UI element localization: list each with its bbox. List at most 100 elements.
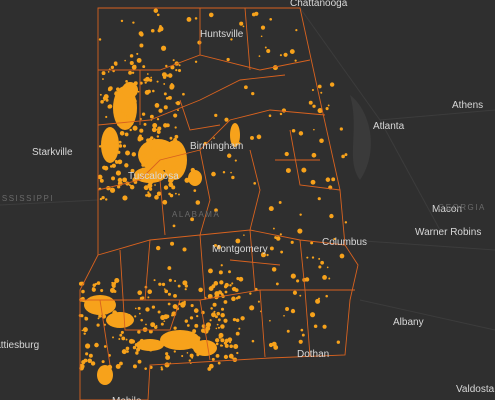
hotspot	[159, 152, 164, 157]
hotspot	[223, 284, 228, 289]
hotspot	[175, 69, 178, 72]
hotspot	[83, 358, 88, 363]
hotspot	[134, 173, 140, 180]
hotspot	[99, 93, 102, 96]
hotspot	[162, 145, 168, 151]
hotspot	[153, 279, 156, 282]
hotspot	[296, 279, 300, 283]
hotspot	[148, 347, 151, 351]
hotspot	[216, 323, 219, 326]
hotspot	[140, 318, 143, 322]
hotspot	[285, 168, 291, 174]
city-label: Hattiesburg	[0, 340, 39, 351]
hotspot	[163, 339, 168, 344]
hotspot	[151, 146, 156, 151]
hotspot	[117, 150, 121, 154]
hotspot	[322, 324, 327, 329]
hotspot	[97, 174, 103, 180]
hotspot	[165, 123, 170, 128]
hotspot	[131, 123, 134, 126]
hotspot	[98, 38, 102, 41]
hotspot	[174, 192, 177, 195]
hotspot	[290, 240, 294, 244]
hotspot	[168, 182, 173, 187]
hotspot	[105, 98, 109, 102]
hotspot	[177, 343, 181, 347]
hotspot	[268, 206, 274, 212]
hotspot	[105, 311, 108, 315]
hotspot	[156, 118, 160, 121]
hotspot	[122, 82, 138, 98]
hotspot	[168, 74, 172, 78]
hotspot	[290, 308, 296, 314]
hotspot	[214, 291, 220, 297]
hotspot	[295, 29, 298, 32]
hotspot	[164, 362, 170, 368]
hotspot	[167, 168, 172, 173]
hotspot	[180, 338, 186, 344]
hotspot	[154, 184, 156, 186]
hotspot	[100, 289, 104, 293]
hotspot	[158, 168, 163, 172]
hotspot	[294, 59, 297, 62]
hotspot	[223, 318, 228, 323]
hotspot	[283, 52, 288, 57]
hotspot	[209, 319, 212, 322]
hotspot	[173, 138, 177, 142]
hotspot	[178, 64, 181, 67]
hotspot	[154, 195, 159, 200]
hotspot	[180, 301, 186, 307]
hotspot	[194, 323, 199, 328]
hotspot	[118, 140, 122, 144]
hotspot	[142, 65, 146, 69]
hotspot	[137, 137, 142, 142]
hotspot	[297, 228, 303, 234]
hotspot	[163, 83, 166, 85]
hotspot	[141, 296, 145, 300]
hotspot	[124, 132, 129, 137]
hotspot	[169, 136, 173, 140]
hotspot	[119, 361, 123, 366]
hotspot	[256, 134, 262, 140]
city-label: Athens	[452, 100, 483, 111]
hotspot	[217, 326, 221, 329]
hotspot	[339, 253, 345, 259]
hotspot	[125, 338, 128, 341]
hotspot	[194, 60, 198, 63]
hotspot	[268, 114, 272, 118]
hotspot	[154, 103, 160, 108]
hotspot	[237, 295, 241, 299]
hotspot	[276, 236, 281, 241]
hotspot	[160, 45, 167, 51]
hotspot	[221, 344, 224, 347]
hotspot	[292, 290, 298, 295]
hotspot	[136, 52, 139, 55]
hotspot	[216, 311, 221, 316]
hotspot	[181, 331, 187, 336]
hotspot	[186, 17, 192, 22]
hotspot	[182, 247, 187, 252]
hotspot	[109, 287, 116, 293]
region-label: MISSISSIPPI	[0, 194, 54, 203]
hotspot	[147, 160, 153, 166]
hotspot	[109, 302, 115, 308]
hotspot	[171, 179, 174, 182]
hotspot	[190, 303, 194, 308]
hotspot	[187, 339, 192, 344]
hotspot	[115, 364, 121, 369]
hotspot	[200, 352, 202, 355]
hotspot	[150, 28, 155, 33]
hotspot	[167, 335, 172, 339]
hotspot	[85, 352, 89, 356]
hotspot	[289, 49, 295, 55]
hotspot	[184, 177, 190, 183]
hotspot	[155, 245, 161, 251]
hotspot	[177, 109, 179, 112]
hotspot	[190, 344, 196, 349]
hotspot	[210, 307, 213, 310]
hotspot	[146, 73, 149, 75]
hotspot	[107, 104, 112, 109]
state-lines	[0, 7, 495, 331]
hotspot	[163, 320, 166, 323]
hotspot	[148, 329, 153, 334]
